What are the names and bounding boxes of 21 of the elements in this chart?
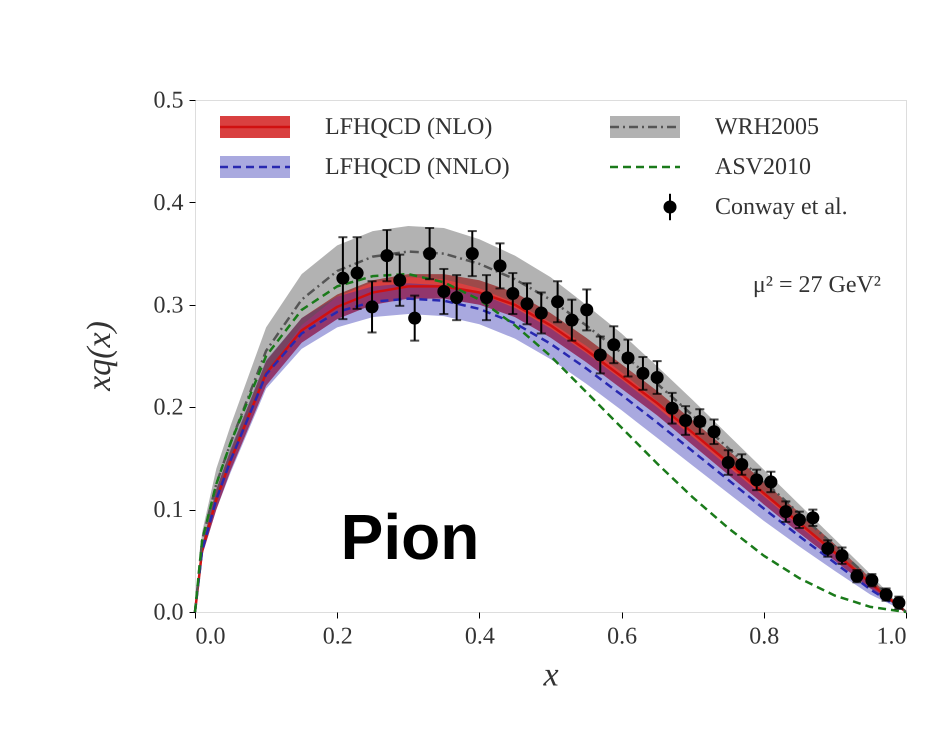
x-tick-label: 0.8 [749, 624, 780, 650]
y-tick-label: 0.3 [154, 292, 184, 318]
legend-label: LFHQCD (NLO) [325, 114, 492, 140]
y-tick-label: 0.5 [154, 88, 184, 114]
x-tick-label: 0.6 [607, 624, 638, 650]
legend-label: ASV2010 [715, 154, 812, 180]
y-tick-label: 0.4 [154, 190, 184, 216]
legend-label: WRH2005 [715, 114, 819, 140]
y-tick-label: 0.2 [154, 394, 184, 421]
annotation: Pion [340, 501, 480, 573]
y-tick-label: 0.0 [154, 600, 184, 626]
legend-label: LFHQCD (NNLO) [325, 154, 510, 180]
annotation: μ² = 27 GeV² [752, 272, 881, 298]
x-tick-label: 0.2 [322, 624, 353, 650]
x-tick-label: 1.0 [876, 624, 906, 650]
x-tick-label: 0.4 [464, 624, 495, 650]
x-tick-label: 0.0 [196, 624, 226, 650]
legend-label: Conway et al. [715, 194, 848, 220]
y-tick-label: 0.1 [154, 497, 184, 524]
y-axis-title: xq(x) [81, 321, 118, 392]
x-axis-title: x [542, 656, 559, 694]
